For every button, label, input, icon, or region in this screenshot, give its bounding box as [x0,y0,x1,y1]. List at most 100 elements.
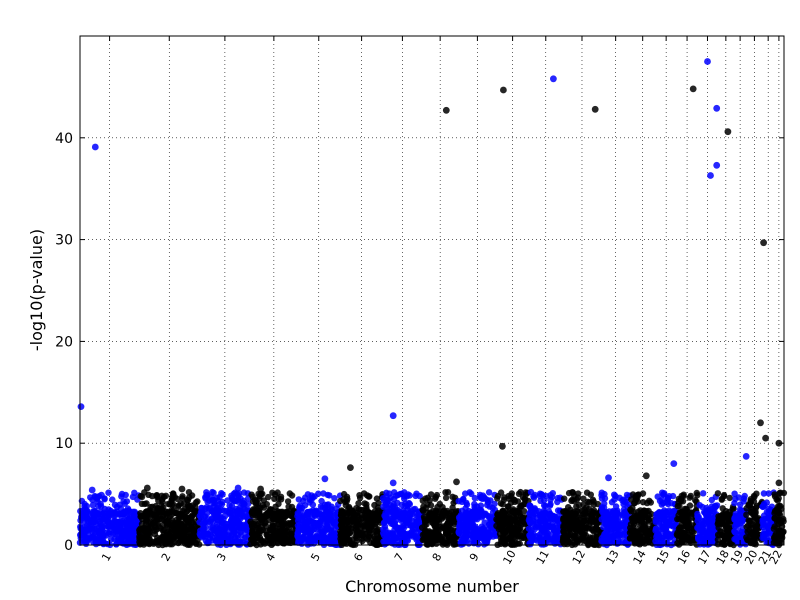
snp-point [502,521,509,528]
snp-point [562,534,569,541]
snp-point [304,538,311,545]
snp-point [257,516,264,523]
snp-point [566,525,573,532]
chromosome-label: 13 [603,548,621,567]
snp-point [604,537,612,544]
snp-point [645,512,653,519]
snp-point [695,534,702,541]
snp-point [714,490,722,497]
snp-point [656,520,663,527]
snp-point [419,524,426,531]
snp-point [157,525,164,532]
snp-point [318,513,326,520]
snp-point [620,501,627,508]
snp-point [683,512,691,519]
snp-point [604,515,611,522]
snp-point [274,508,281,515]
significant-snp-point [762,434,769,442]
snp-point [146,509,154,516]
snp-point [391,489,398,496]
snp-point [703,535,710,542]
y-axis-ticks: 0 10 20 30 40 [55,131,784,554]
snp-point [526,509,534,517]
snp-point [188,492,196,499]
snp-point [539,525,546,532]
snp-point [747,504,755,511]
snp-point [209,508,216,515]
snp-point [264,512,271,519]
snp-point [382,537,389,544]
snp-point [522,496,529,503]
snp-point [462,490,469,497]
snp-point [236,523,244,530]
snp-point [463,530,470,537]
snp-point [257,541,264,548]
snp-point [345,536,352,543]
snp-point [197,527,204,534]
snp-point [100,515,108,523]
snp-point [536,492,544,500]
snp-point [611,496,618,503]
snp-point [109,530,117,537]
snp-point [774,497,781,504]
snp-point [683,535,690,542]
snp-point [302,494,309,501]
snp-point [505,535,512,542]
significant-snp-point [707,172,714,179]
snp-point [497,489,505,496]
snp-point [414,517,422,524]
snp-point [234,498,242,505]
significant-snp-point [442,106,450,114]
snp-point [187,514,195,521]
snp-point [471,494,479,502]
significant-snp-point [77,403,85,410]
snp-point [185,503,193,511]
snp-point [363,492,371,499]
snp-point [288,532,295,539]
snp-point [295,496,302,503]
snp-point [220,507,227,514]
snp-point [457,539,464,546]
snp-point [463,537,471,544]
snp-point [285,521,292,529]
snp-point [507,509,514,517]
snp-point [696,529,704,537]
snp-point [753,490,760,497]
snp-point [281,534,289,542]
snp-point [302,521,310,528]
snp-point [578,507,585,514]
snp-point [696,502,703,509]
snp-point [712,502,719,509]
snp-point [311,512,319,519]
snp-point [743,511,750,518]
snp-point [297,507,305,514]
snp-point [138,520,146,528]
snp-point [364,536,371,543]
snp-point [468,527,476,534]
snp-point [458,498,466,505]
snp-point [382,512,389,519]
chromosome-label: 19 [728,548,746,567]
snp-point [462,505,469,512]
snp-point [700,520,708,527]
snp-point [386,517,393,525]
snp-point [582,524,590,531]
snp-point [777,516,784,524]
snp-point [520,508,528,515]
snp-point [463,517,470,524]
y-tick-label: 30 [55,233,73,249]
snp-point [764,524,771,531]
snp-point [776,511,784,519]
snp-point [721,535,729,542]
snp-point [441,510,448,517]
snp-point [285,503,292,510]
snp-point [663,528,670,535]
snp-point [611,519,618,527]
snp-point [694,492,701,499]
snp-point [111,535,118,543]
snp-point [499,528,506,535]
snp-point [277,496,285,503]
snp-point [367,527,374,535]
snp-point [342,502,349,509]
snp-point [329,518,336,526]
